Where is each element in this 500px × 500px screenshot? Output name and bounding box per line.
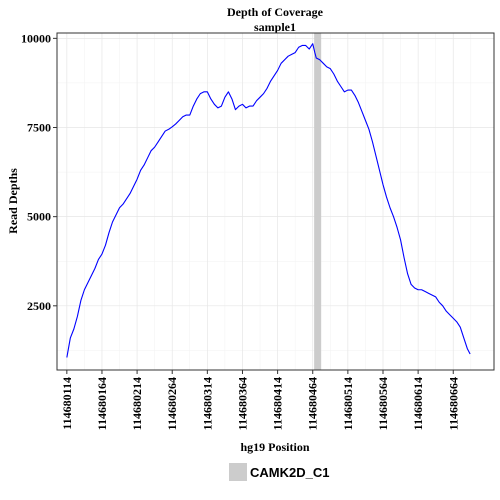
chart-title: Depth of Coverage — [227, 5, 324, 19]
x-axis: 114680114 114680164 114680214 114680264 1146… — [60, 370, 460, 430]
y-axis-label: Read Depths — [6, 168, 20, 234]
major-gridlines — [57, 33, 494, 370]
plot-panel — [56, 32, 495, 371]
x-tick-label: 114680614 — [411, 377, 425, 430]
x-tick-label: 114680514 — [341, 377, 355, 430]
plot-panel-border — [56, 32, 495, 371]
x-tick-label: 114680364 — [235, 377, 249, 430]
x-tick-label: 114680464 — [306, 377, 320, 430]
legend-swatch-camk2d-c1 — [229, 463, 247, 481]
x-tick-label: 114680414 — [271, 377, 285, 430]
x-tick-label: 114680114 — [60, 377, 74, 430]
x-tick-label: 114680164 — [95, 377, 109, 430]
highlight-region-camk2d-c1 — [314, 33, 322, 370]
y-tick-label: 5000 — [27, 210, 51, 224]
x-axis-label: hg19 Position — [240, 440, 309, 454]
legend-label-camk2d-c1: CAMK2D_C1 — [250, 465, 329, 480]
y-tick-label: 7500 — [27, 121, 51, 135]
y-axis: 2500 5000 7500 10000 — [21, 31, 57, 313]
x-tick-label: 114680564 — [376, 377, 390, 430]
x-tick-label: 114680264 — [165, 377, 179, 430]
plot-panel-background — [57, 33, 494, 370]
minor-gridlines — [57, 33, 494, 370]
y-tick-label: 10000 — [21, 31, 51, 45]
series-line-read-depth — [66, 43, 471, 358]
chart-subtitle: sample1 — [254, 20, 296, 34]
series-lines — [66, 43, 471, 358]
y-tick-label: 2500 — [27, 299, 51, 313]
x-tick-label: 114680214 — [130, 377, 144, 430]
x-tick-label: 114680314 — [200, 377, 214, 430]
legend: CAMK2D_C1 — [229, 463, 329, 481]
x-tick-label: 114680664 — [446, 377, 460, 430]
highlight-regions — [314, 33, 322, 370]
